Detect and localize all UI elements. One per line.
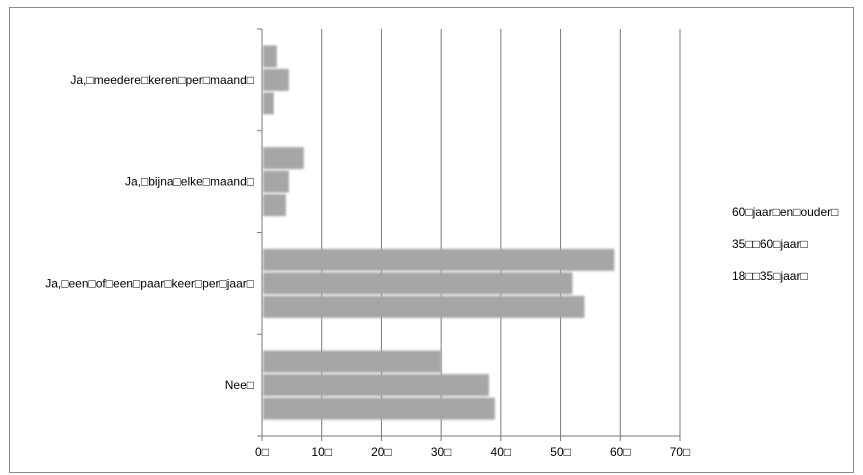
bar: [263, 272, 573, 295]
chart-frame: 0□ 10□ 20□ 30□ 40□ 50□ 60□ 70□ Nee□ Ja,□een□of□e…: [9, 7, 854, 473]
category-label: Ja,□meedere□keren□per□maand□: [70, 73, 254, 87]
category-label: Ja,□een□of□een□paar□keer□per□jaar□: [45, 276, 254, 290]
x-tick-label: 60□: [610, 445, 631, 459]
x-tick-label: 20□: [371, 445, 392, 459]
x-tick-label: 0□: [255, 445, 269, 459]
bar: [263, 350, 442, 373]
bar-chart: 0□ 10□ 20□ 30□ 40□ 50□ 60□ 70□ Nee□ Ja,□een□of□e…: [45, 28, 838, 459]
x-tick-labels: 0□ 10□ 20□ 30□ 40□ 50□ 60□ 70□: [255, 445, 690, 459]
bar: [263, 397, 495, 420]
legend-item: 60□jaar□en□ouder□: [732, 205, 838, 219]
bar: [263, 170, 289, 193]
category-label: Ja,□bijna□elke□maand□: [125, 175, 254, 189]
bar: [263, 374, 489, 397]
bar: [263, 147, 304, 170]
x-tick-label: 30□: [431, 445, 452, 459]
bars: [263, 45, 615, 420]
x-tick-label: 50□: [550, 445, 571, 459]
x-tick-label: 10□: [311, 445, 332, 459]
category-labels: Nee□ Ja,□een□of□een□paar□keer□per□jaar□ Ja…: [45, 73, 254, 392]
bar: [263, 68, 289, 91]
bar: [263, 45, 277, 68]
bar: [263, 248, 615, 271]
legend: 60□jaar□en□ouder□ 35□□60□jaar□ 18□□35□jaar…: [732, 205, 838, 283]
x-tick-label: 40□: [491, 445, 512, 459]
legend-item: 35□□60□jaar□: [732, 237, 808, 251]
bar: [263, 92, 274, 115]
axes: [257, 28, 681, 441]
bar: [263, 295, 585, 318]
category-label: Nee□: [225, 378, 254, 392]
gridlines: [321, 29, 681, 436]
legend-item: 18□□35□jaar□: [732, 269, 808, 283]
x-tick-label: 70□: [670, 445, 691, 459]
bar: [263, 194, 286, 217]
